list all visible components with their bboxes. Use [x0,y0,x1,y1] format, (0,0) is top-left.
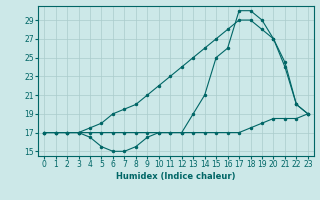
X-axis label: Humidex (Indice chaleur): Humidex (Indice chaleur) [116,172,236,181]
